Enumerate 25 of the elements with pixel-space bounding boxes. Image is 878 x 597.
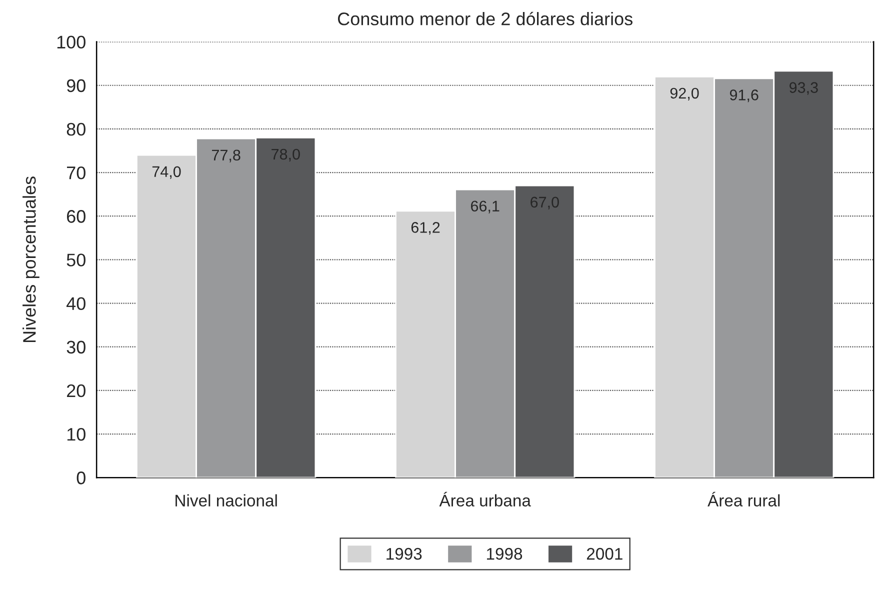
y-tick-label: 80 <box>66 122 86 136</box>
data-label: 74,0 <box>152 166 181 179</box>
legend-label: 2001 <box>586 548 622 560</box>
y-tick-label: 30 <box>66 340 86 354</box>
y-tick-label: 90 <box>66 79 86 92</box>
y-tick-label: 10 <box>67 428 86 441</box>
legend-label: 1993 <box>386 548 422 560</box>
chart-title: Consumo menor de 2 dólares diarios <box>338 12 632 26</box>
data-label: 92,0 <box>670 88 699 100</box>
y-tick-label: 50 <box>66 254 86 266</box>
y-axis-title: Niveles porcentuales <box>22 176 40 342</box>
x-tick-label: Nivel nacional <box>176 494 277 507</box>
x-tick-label: Área urbana <box>439 492 531 507</box>
data-label: 91,6 <box>730 90 758 102</box>
y-tick-label: 20 <box>66 384 86 398</box>
data-label: 61,2 <box>411 222 440 235</box>
y-tick-label: 40 <box>66 297 86 310</box>
legend-label: 1998 <box>486 548 522 560</box>
y-tick-label: 0 <box>76 472 86 484</box>
y-tick-label: 100 <box>57 36 86 49</box>
y-tick-label: 70 <box>67 166 86 180</box>
data-label: 77,8 <box>212 150 240 162</box>
x-tick-label: Área rural <box>708 492 780 507</box>
data-label: 66,1 <box>471 200 500 214</box>
y-tick-label: 60 <box>67 210 86 223</box>
